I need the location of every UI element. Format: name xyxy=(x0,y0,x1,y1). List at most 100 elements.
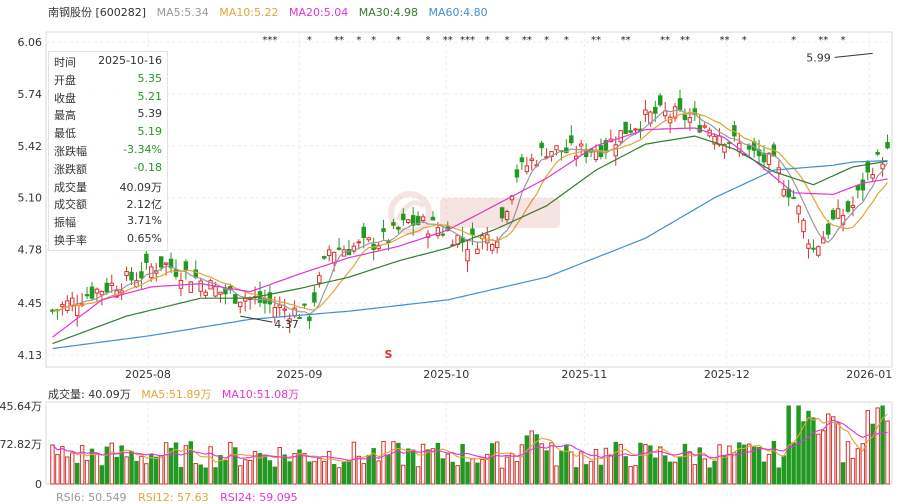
volume-bar xyxy=(633,465,638,485)
candle-body xyxy=(381,228,386,232)
volume-bar xyxy=(885,420,890,485)
volume-bar xyxy=(94,453,100,485)
volume-bar xyxy=(574,467,579,485)
tooltip-row: 涨跌额 -0.18 xyxy=(54,161,162,180)
volume-bar xyxy=(544,450,549,485)
volume-bar xyxy=(440,458,446,485)
volume-bar xyxy=(845,441,851,485)
candle-body xyxy=(702,125,707,128)
volume-bar xyxy=(658,446,663,485)
volume-bar xyxy=(835,422,841,485)
volume-bar xyxy=(509,453,515,485)
candle-body xyxy=(885,141,890,149)
volume-bar xyxy=(781,455,786,485)
candle-body xyxy=(766,152,772,165)
event-marker: ** xyxy=(680,35,690,46)
candle-body xyxy=(287,318,292,323)
event-marker: *** xyxy=(262,35,277,46)
volume-bar xyxy=(667,461,673,485)
candle-body xyxy=(801,219,806,233)
volume-bar xyxy=(366,454,371,485)
candle-body xyxy=(149,266,154,279)
tooltip-key: 收盘 xyxy=(54,91,76,105)
candle-body xyxy=(336,247,342,250)
tooltip-value: 0.65% xyxy=(127,232,162,245)
volume-ma10: MA10:51.08万 xyxy=(221,388,300,401)
volume-bar xyxy=(722,454,727,485)
volume-bar xyxy=(880,405,885,485)
candle-body xyxy=(74,304,80,317)
candle-body xyxy=(391,222,396,226)
tooltip-key: 涨跌额 xyxy=(54,162,87,176)
ma5-legend: MA5:5.34 xyxy=(156,6,209,19)
volume-bar xyxy=(371,448,376,485)
candle-body xyxy=(855,185,861,191)
volume-bar xyxy=(583,464,589,485)
volume-bar xyxy=(677,456,683,485)
volume-bar xyxy=(480,458,485,485)
high-annotation-leader xyxy=(834,52,873,58)
rsi12-value: RSI12: 57.63 xyxy=(138,491,209,504)
candle-body xyxy=(613,144,618,157)
volume-bar xyxy=(401,464,406,485)
candle-body xyxy=(791,196,796,199)
volume-bars xyxy=(50,405,890,485)
candle-body xyxy=(158,256,164,268)
eastmoney-watermark-logo xyxy=(388,191,560,235)
candle-body xyxy=(84,294,90,297)
volume-bar xyxy=(588,460,594,485)
candle-body xyxy=(623,121,628,135)
price-annotations: 4.37 5.99 xyxy=(240,51,873,331)
volume-bar xyxy=(386,454,391,485)
volume-bar xyxy=(564,445,569,485)
candle-body xyxy=(835,208,841,219)
candle-body xyxy=(618,130,623,143)
ma5-line xyxy=(52,109,889,315)
tooltip-row: 开盘 5.35 xyxy=(54,72,162,91)
y-tick-label: 5.74 xyxy=(18,88,43,101)
candle-body xyxy=(524,165,530,173)
volume-bar xyxy=(534,434,539,485)
y-tick-label: 4.45 xyxy=(18,297,43,310)
volume-bar xyxy=(134,460,139,485)
volume-bar xyxy=(761,461,767,485)
candle-body xyxy=(188,281,194,293)
volume-bar xyxy=(850,457,856,485)
candle-body xyxy=(880,163,885,170)
tooltip-key: 振幅 xyxy=(54,216,76,230)
volume-bar xyxy=(361,463,366,485)
volume-bar xyxy=(826,413,831,485)
volume-bar xyxy=(475,462,480,485)
candle-body xyxy=(173,269,179,277)
event-marker: ** xyxy=(591,35,601,46)
volume-bar xyxy=(104,446,110,485)
volume-bar xyxy=(840,462,846,485)
event-marker: * xyxy=(505,35,510,46)
tooltip-row: 最低 5.19 xyxy=(54,125,162,144)
candle-body xyxy=(60,304,65,308)
candle-body xyxy=(430,216,436,221)
volume-bar xyxy=(287,461,292,485)
volume-bar xyxy=(712,460,717,485)
ma10-legend: MA10:5.22 xyxy=(219,6,279,19)
volume-bar xyxy=(465,461,470,485)
candle-body xyxy=(307,316,312,322)
ma20-line xyxy=(52,127,888,338)
volume-bar xyxy=(154,456,159,485)
candle-body xyxy=(312,292,317,303)
candle-body xyxy=(415,215,421,226)
tooltip-key: 成交额 xyxy=(54,198,87,212)
volume-bar xyxy=(692,464,698,485)
candle-body xyxy=(346,248,352,256)
volume-bar xyxy=(341,462,347,485)
tooltip-value: 40.09万 xyxy=(119,180,163,194)
candle-body xyxy=(860,179,866,191)
volume-bar xyxy=(435,442,441,485)
volume-bar xyxy=(114,456,119,485)
candle-body xyxy=(401,213,406,221)
volume-y-tick-label: 45.64万 xyxy=(0,400,42,413)
y-tick-label: 4.78 xyxy=(18,244,43,257)
tooltip-key: 时间 xyxy=(54,56,76,69)
volume-bar xyxy=(99,465,105,485)
